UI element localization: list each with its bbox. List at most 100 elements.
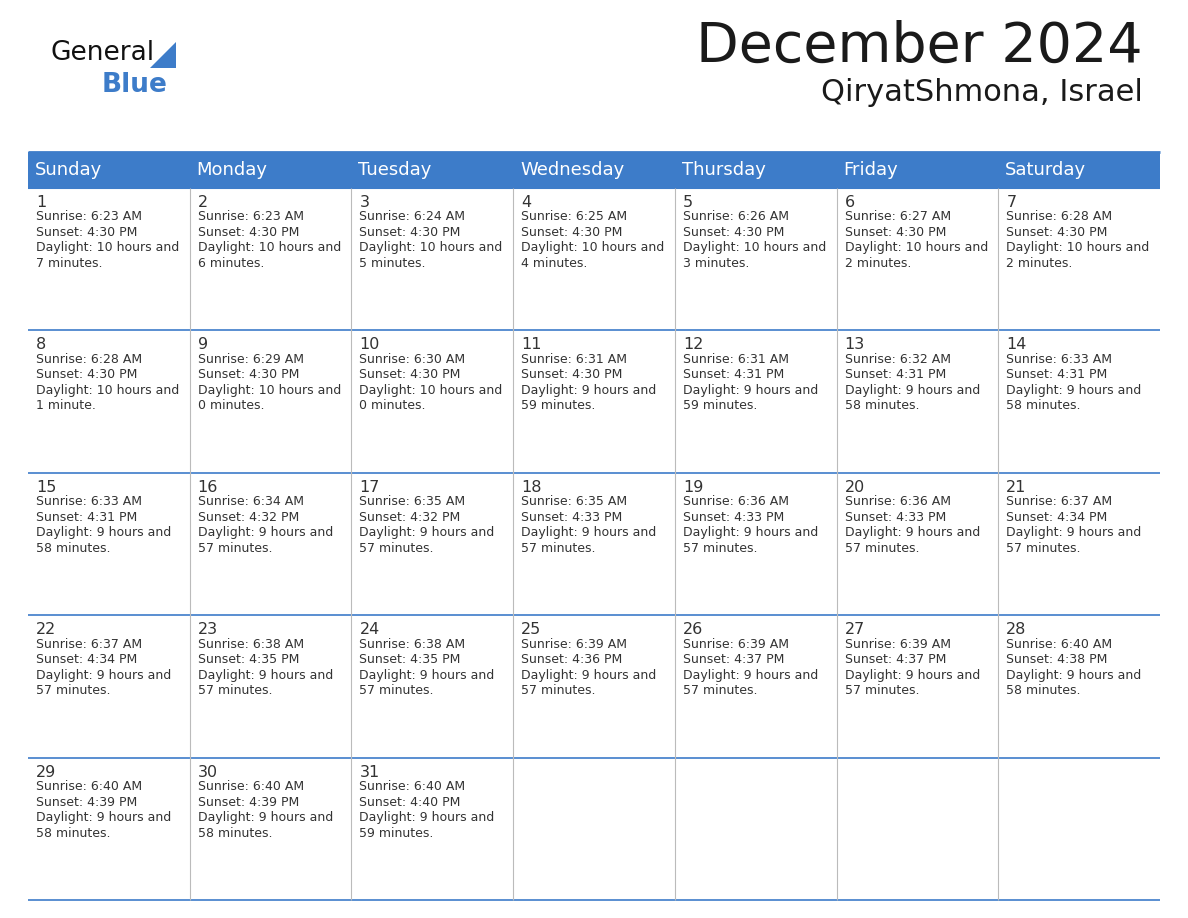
Text: 58 minutes.: 58 minutes. [845, 399, 920, 412]
Text: 59 minutes.: 59 minutes. [522, 399, 595, 412]
Text: 27: 27 [845, 622, 865, 637]
Text: Sunset: 4:30 PM: Sunset: 4:30 PM [36, 368, 138, 381]
Text: 4 minutes.: 4 minutes. [522, 257, 588, 270]
Text: Sunday: Sunday [34, 161, 102, 179]
Text: Daylight: 9 hours and: Daylight: 9 hours and [36, 668, 171, 682]
Text: 2 minutes.: 2 minutes. [1006, 257, 1073, 270]
Text: Daylight: 10 hours and: Daylight: 10 hours and [1006, 241, 1150, 254]
Text: 59 minutes.: 59 minutes. [683, 399, 757, 412]
Text: 0 minutes.: 0 minutes. [360, 399, 426, 412]
Text: 58 minutes.: 58 minutes. [1006, 684, 1081, 697]
Text: 58 minutes.: 58 minutes. [1006, 399, 1081, 412]
Text: Sunrise: 6:24 AM: Sunrise: 6:24 AM [360, 210, 466, 223]
Text: Daylight: 10 hours and: Daylight: 10 hours and [36, 384, 179, 397]
Text: Sunrise: 6:34 AM: Sunrise: 6:34 AM [197, 496, 304, 509]
Text: Daylight: 10 hours and: Daylight: 10 hours and [360, 384, 503, 397]
Text: 3: 3 [360, 195, 369, 210]
Text: 59 minutes.: 59 minutes. [360, 826, 434, 840]
Text: 30: 30 [197, 765, 217, 779]
Text: Sunrise: 6:38 AM: Sunrise: 6:38 AM [197, 638, 304, 651]
Text: Sunset: 4:33 PM: Sunset: 4:33 PM [522, 510, 623, 524]
Text: 19: 19 [683, 480, 703, 495]
Text: December 2024: December 2024 [696, 20, 1143, 74]
Text: Sunset: 4:40 PM: Sunset: 4:40 PM [360, 796, 461, 809]
Text: General: General [50, 40, 154, 66]
Text: Sunrise: 6:36 AM: Sunrise: 6:36 AM [845, 496, 950, 509]
Text: Sunrise: 6:39 AM: Sunrise: 6:39 AM [845, 638, 950, 651]
Text: 5: 5 [683, 195, 693, 210]
Text: Sunset: 4:39 PM: Sunset: 4:39 PM [197, 796, 299, 809]
Text: 13: 13 [845, 338, 865, 353]
Text: Sunrise: 6:40 AM: Sunrise: 6:40 AM [360, 780, 466, 793]
Bar [513, 152, 675, 188]
Text: Daylight: 9 hours and: Daylight: 9 hours and [36, 812, 171, 824]
Text: 22: 22 [36, 622, 56, 637]
Text: 10: 10 [360, 338, 380, 353]
Text: Sunset: 4:30 PM: Sunset: 4:30 PM [360, 226, 461, 239]
Text: 5 minutes.: 5 minutes. [360, 257, 426, 270]
Text: 4: 4 [522, 195, 531, 210]
Text: Daylight: 9 hours and: Daylight: 9 hours and [1006, 668, 1142, 682]
Text: 24: 24 [360, 622, 380, 637]
Text: 57 minutes.: 57 minutes. [36, 684, 110, 697]
Text: Sunrise: 6:36 AM: Sunrise: 6:36 AM [683, 496, 789, 509]
Text: 16: 16 [197, 480, 219, 495]
Text: Sunrise: 6:31 AM: Sunrise: 6:31 AM [522, 353, 627, 366]
Text: 57 minutes.: 57 minutes. [360, 542, 434, 554]
Text: Sunrise: 6:40 AM: Sunrise: 6:40 AM [197, 780, 304, 793]
Text: Sunset: 4:32 PM: Sunset: 4:32 PM [360, 510, 461, 524]
Bar [836, 152, 998, 188]
Text: Sunset: 4:31 PM: Sunset: 4:31 PM [1006, 368, 1107, 381]
Polygon shape [150, 42, 176, 68]
Text: 57 minutes.: 57 minutes. [1006, 542, 1081, 554]
Text: Sunrise: 6:26 AM: Sunrise: 6:26 AM [683, 210, 789, 223]
Text: Daylight: 9 hours and: Daylight: 9 hours and [683, 526, 819, 539]
Bar [675, 152, 836, 188]
Text: 57 minutes.: 57 minutes. [522, 542, 595, 554]
Text: Tuesday: Tuesday [359, 161, 431, 179]
Text: Sunset: 4:33 PM: Sunset: 4:33 PM [845, 510, 946, 524]
Text: Daylight: 10 hours and: Daylight: 10 hours and [683, 241, 826, 254]
Text: Sunrise: 6:40 AM: Sunrise: 6:40 AM [36, 780, 143, 793]
Text: Sunrise: 6:32 AM: Sunrise: 6:32 AM [845, 353, 950, 366]
Text: Sunset: 4:34 PM: Sunset: 4:34 PM [36, 654, 138, 666]
Text: Sunrise: 6:35 AM: Sunrise: 6:35 AM [522, 496, 627, 509]
Text: 57 minutes.: 57 minutes. [360, 684, 434, 697]
Text: 28: 28 [1006, 622, 1026, 637]
Text: 31: 31 [360, 765, 380, 779]
Text: Daylight: 9 hours and: Daylight: 9 hours and [360, 812, 494, 824]
Text: Sunrise: 6:29 AM: Sunrise: 6:29 AM [197, 353, 304, 366]
Text: QiryatShmona, Israel: QiryatShmona, Israel [821, 78, 1143, 107]
Text: Sunset: 4:30 PM: Sunset: 4:30 PM [845, 226, 946, 239]
Text: 21: 21 [1006, 480, 1026, 495]
Text: 57 minutes.: 57 minutes. [845, 542, 920, 554]
Text: 7: 7 [1006, 195, 1017, 210]
Text: Sunrise: 6:33 AM: Sunrise: 6:33 AM [36, 496, 143, 509]
Text: Sunrise: 6:31 AM: Sunrise: 6:31 AM [683, 353, 789, 366]
Text: 6: 6 [845, 195, 854, 210]
Text: Daylight: 9 hours and: Daylight: 9 hours and [845, 526, 980, 539]
Text: Blue: Blue [102, 72, 168, 98]
Text: Daylight: 9 hours and: Daylight: 9 hours and [522, 668, 657, 682]
Text: Sunset: 4:37 PM: Sunset: 4:37 PM [845, 654, 946, 666]
Text: 23: 23 [197, 622, 217, 637]
Text: Sunrise: 6:27 AM: Sunrise: 6:27 AM [845, 210, 950, 223]
Text: Daylight: 9 hours and: Daylight: 9 hours and [1006, 526, 1142, 539]
Text: Monday: Monday [197, 161, 267, 179]
Text: Sunset: 4:31 PM: Sunset: 4:31 PM [36, 510, 138, 524]
Text: Sunset: 4:35 PM: Sunset: 4:35 PM [360, 654, 461, 666]
Text: Daylight: 9 hours and: Daylight: 9 hours and [522, 526, 657, 539]
Text: 12: 12 [683, 338, 703, 353]
Text: Sunrise: 6:37 AM: Sunrise: 6:37 AM [36, 638, 143, 651]
Text: Daylight: 10 hours and: Daylight: 10 hours and [36, 241, 179, 254]
Text: Sunset: 4:30 PM: Sunset: 4:30 PM [197, 226, 299, 239]
Text: Sunset: 4:37 PM: Sunset: 4:37 PM [683, 654, 784, 666]
Text: 58 minutes.: 58 minutes. [197, 826, 272, 840]
Bar [29, 152, 190, 188]
Text: Daylight: 10 hours and: Daylight: 10 hours and [360, 241, 503, 254]
Text: Daylight: 9 hours and: Daylight: 9 hours and [360, 526, 494, 539]
Text: Sunset: 4:31 PM: Sunset: 4:31 PM [683, 368, 784, 381]
Text: 25: 25 [522, 622, 542, 637]
Text: 58 minutes.: 58 minutes. [36, 542, 110, 554]
Text: Daylight: 9 hours and: Daylight: 9 hours and [845, 384, 980, 397]
